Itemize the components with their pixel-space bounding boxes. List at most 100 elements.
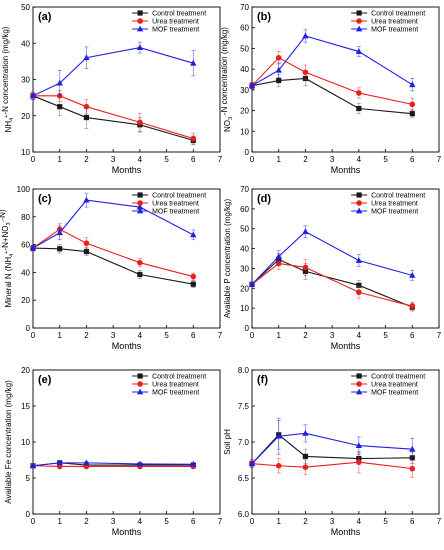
data-point <box>136 460 144 467</box>
data-point <box>57 104 63 110</box>
legend-entry: Control treatment <box>371 374 425 381</box>
y-tick-label: 0 <box>245 324 250 333</box>
x-tick-label: 6 <box>410 331 415 340</box>
x-axis-label: Months <box>112 165 142 175</box>
panel-label: (d) <box>257 193 271 205</box>
y-axis-label: NH4+-N concentration (mg/kg) <box>1 26 15 132</box>
x-tick-label: 5 <box>164 331 169 340</box>
legend-marker <box>355 207 363 214</box>
y-tick-label: 5 <box>26 474 31 483</box>
x-tick-label: 4 <box>138 155 143 164</box>
x-tick-label: 2 <box>303 155 308 164</box>
y-tick-label: 8.0 <box>238 366 250 375</box>
legend-marker <box>137 192 143 198</box>
data-point <box>302 32 309 39</box>
data-point <box>302 264 309 271</box>
x-tick-label: 6 <box>191 155 196 164</box>
data-point <box>83 114 90 121</box>
y-tick-label: 50 <box>240 225 249 234</box>
legend-entry: Urea treatment <box>371 382 418 389</box>
x-tick-label: 7 <box>218 517 223 526</box>
legend-marker <box>137 10 143 16</box>
y-tick-label: 20 <box>21 112 30 121</box>
legend-entry: Control treatment <box>152 374 206 381</box>
series-line <box>251 262 413 307</box>
y-axis-label: Soil pH <box>223 429 232 455</box>
legend-marker <box>136 388 144 395</box>
series-control <box>249 253 415 312</box>
x-tick-label: 4 <box>357 331 362 340</box>
x-tick-label: 7 <box>437 155 442 164</box>
data-point <box>248 82 256 89</box>
x-axis-label: Months <box>331 527 361 537</box>
y-tick-label: 7.0 <box>238 438 250 447</box>
legend-entry: Urea treatment <box>152 19 199 26</box>
data-point <box>275 260 282 267</box>
x-tick-label: 4 <box>357 517 362 526</box>
data-point <box>190 460 197 467</box>
y-tick-label: 70 <box>240 185 249 194</box>
legend-entry: Control treatment <box>371 11 425 18</box>
x-tick-label: 3 <box>111 331 116 340</box>
panel-label: (e) <box>38 374 52 386</box>
data-point <box>356 90 362 96</box>
x-tick-label: 4 <box>357 155 362 164</box>
data-point <box>137 259 143 266</box>
x-tick-label: 2 <box>303 517 308 526</box>
panel-label: (f) <box>257 374 268 386</box>
data-point <box>302 464 309 471</box>
y-tick-label: 60 <box>240 24 249 33</box>
x-tick-label: 3 <box>330 331 335 340</box>
data-point <box>136 44 144 50</box>
y-tick-label: 40 <box>21 268 30 277</box>
data-point <box>275 66 282 73</box>
x-axis-label: Months <box>112 527 142 537</box>
y-tick-label: 100 <box>17 185 31 194</box>
y-tick-label: 20 <box>21 296 30 305</box>
series-line <box>32 47 194 97</box>
panel-e: 0 1 2 3 4 5 6 7 0 5 10 15 20 Months Available Fe conce… <box>4 366 223 537</box>
series-line <box>33 95 194 140</box>
legend-entry: Urea treatment <box>152 201 199 208</box>
y-tick-label: 15 <box>21 402 30 411</box>
x-tick-label: 2 <box>84 331 89 340</box>
y-tick-label: 7.5 <box>238 402 250 411</box>
data-point <box>356 289 362 296</box>
legend-entry: MOF treatment <box>152 27 199 34</box>
x-tick-label: 7 <box>437 517 442 526</box>
series-control <box>30 244 196 289</box>
data-point <box>248 280 256 287</box>
data-point <box>83 240 90 247</box>
series-urea <box>249 51 416 111</box>
data-point <box>355 442 363 448</box>
data-point <box>190 273 197 280</box>
x-axis-label: Months <box>112 341 142 351</box>
x-tick-label: 0 <box>250 517 255 526</box>
x-tick-label: 6 <box>191 331 196 340</box>
series-line <box>251 77 413 115</box>
x-tick-label: 3 <box>111 155 116 164</box>
data-point <box>302 429 309 436</box>
legend-marker <box>356 10 362 16</box>
plot-frame <box>32 188 221 329</box>
x-tick-label: 6 <box>191 517 196 526</box>
y-tick-label: 60 <box>21 241 30 250</box>
x-tick-label: 0 <box>250 331 255 340</box>
panel-label: (c) <box>38 193 52 205</box>
data-point <box>83 459 90 466</box>
legend-marker <box>136 207 144 214</box>
x-tick-label: 2 <box>303 331 308 340</box>
panel-f: 0 1 2 3 4 5 6 7 6.0 6.5 7.0 7.5 8.0 Months Soil pH (f) C… <box>223 366 442 537</box>
legend-marker <box>356 373 362 379</box>
y-tick-label: 30 <box>21 76 30 85</box>
legend-marker <box>355 388 363 395</box>
x-tick-label: 5 <box>383 155 388 164</box>
legend-entry: MOF treatment <box>371 27 418 34</box>
data-point <box>190 231 197 238</box>
legend-entry: MOF treatment <box>152 209 199 216</box>
data-point <box>136 203 144 210</box>
data-point <box>137 271 143 278</box>
x-tick-label: 5 <box>383 331 388 340</box>
